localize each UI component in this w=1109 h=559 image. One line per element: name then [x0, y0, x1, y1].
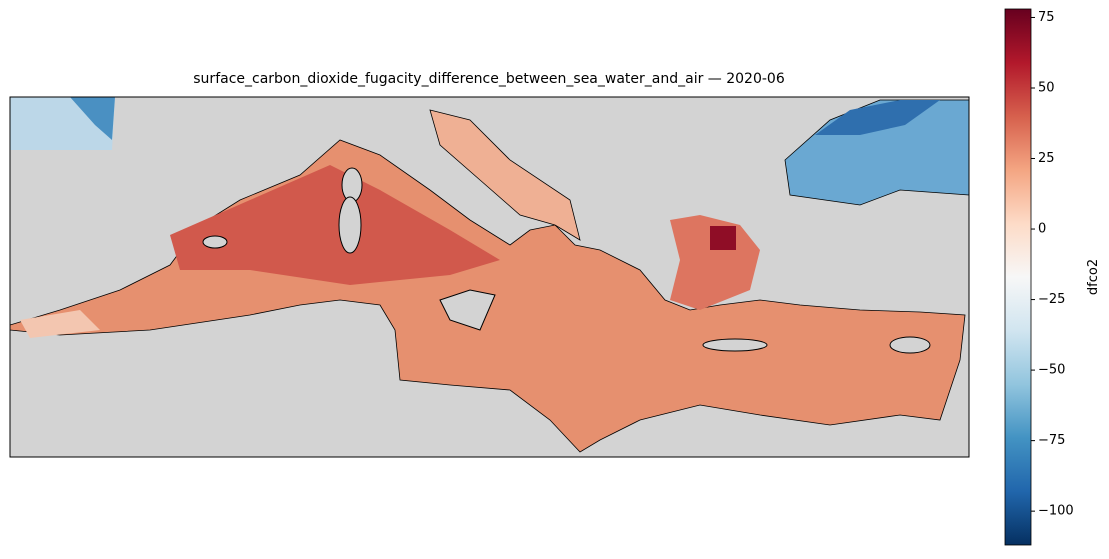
aegean-field [670, 215, 760, 310]
colorbar-tick-label: −100 [1038, 504, 1074, 519]
colorbar-tick-label: 25 [1038, 151, 1055, 166]
aegean-hotspot [710, 226, 736, 250]
colorbar-tick-label: −25 [1038, 292, 1065, 307]
colorbar-tick-label: 50 [1038, 80, 1055, 95]
colorbar-label: dfco2 [1086, 259, 1101, 295]
colorbar [1004, 8, 1032, 546]
map-title: surface_carbon_dioxide_fugacity_differen… [193, 71, 785, 87]
colorbar-tick-label: −50 [1038, 363, 1065, 378]
western-basin-field [170, 165, 500, 285]
atlantic-field-dark [70, 97, 115, 140]
map-area [10, 97, 969, 457]
map-frame [9, 96, 970, 458]
colorbar-tick-label: 0 [1038, 222, 1046, 237]
islands [202, 167, 931, 354]
adriatic-field [429, 109, 581, 241]
black-sea-dark [815, 100, 940, 135]
colorbar-tick-label: −75 [1038, 433, 1065, 448]
alboran-field [20, 310, 100, 338]
colorbar-tick-label: 75 [1038, 10, 1055, 25]
